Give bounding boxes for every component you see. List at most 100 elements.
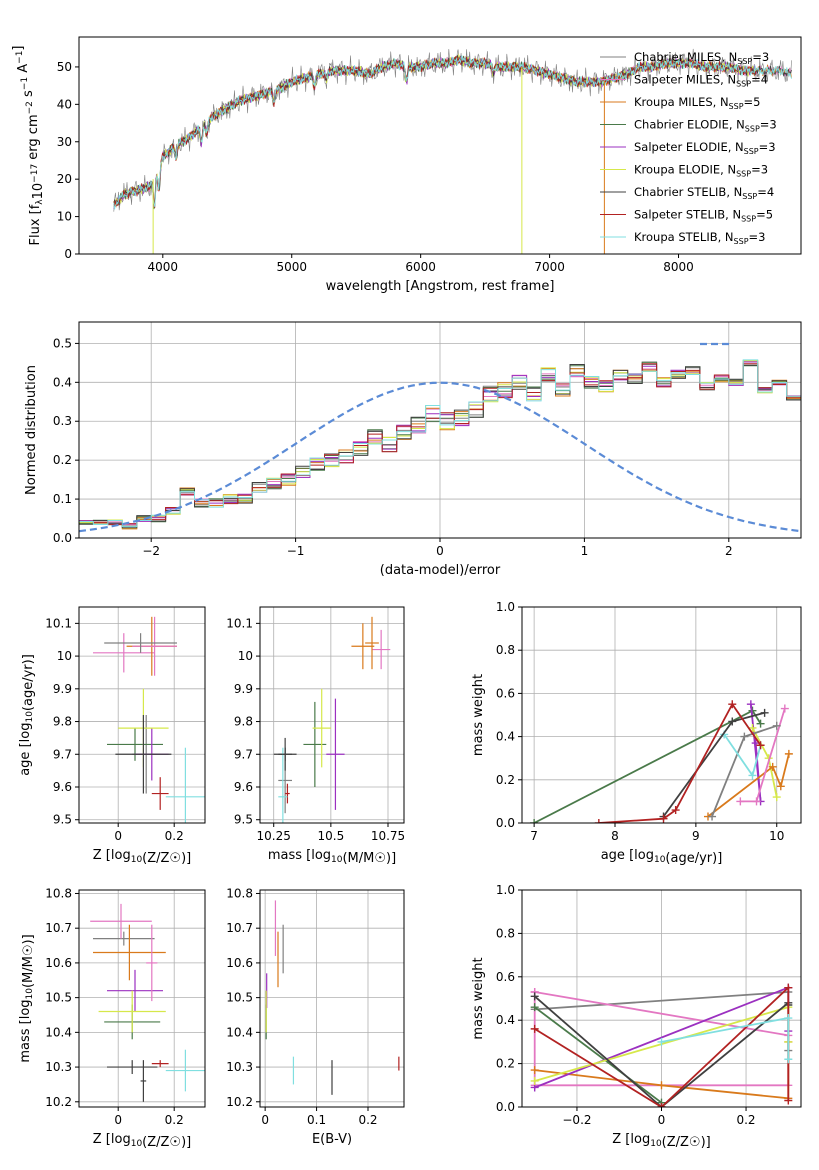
weight-marker	[594, 819, 603, 823]
y-tick-label: 0.0	[53, 531, 72, 545]
y-tick-label: 0.4	[496, 1013, 515, 1027]
legend-entry: Chabrier MILES, NSSP=3	[634, 50, 769, 66]
weight-marker	[728, 717, 737, 726]
chart-age_vs_mass: 10.25 10.5 10.75 9.5 9.6 9.7 9.8 9.9 10 10.1 mass …	[226, 606, 405, 866]
weight-marker	[530, 1024, 539, 1033]
y-tick-label: 10	[57, 649, 72, 663]
weight-marker	[772, 721, 781, 730]
chart-mass_vs_Z: 0 0.2 10.2 10.3 10.4 10.5 10.6 10.7 10.8 Z [log10…	[18, 886, 206, 1150]
x-tick-label: 10.25	[257, 829, 291, 843]
legend-entry: Kroupa MILES, NSSP=5	[634, 95, 760, 111]
chart-spectrum: 4000 5000 6000 7000 8000 0 10 20 30 40 50 wavelengt…	[11, 36, 802, 294]
y-tick-label: 0.2	[496, 1057, 515, 1071]
y-tick-label: 0.4	[496, 730, 515, 744]
legend-entry: Kroupa ELODIE, NSSP=3	[634, 163, 768, 179]
plot-area	[273, 616, 391, 823]
y-tick-label: 10.7	[226, 921, 253, 935]
weight-marker	[657, 1103, 666, 1107]
y-tick-label: 0.8	[496, 643, 515, 657]
legend: Chabrier MILES, NSSP=3 Salpeter MILES, NS…	[600, 50, 777, 246]
x-tick-label: 0.2	[165, 829, 184, 843]
x-axis-label: mass [log10(M/M☉)]	[268, 848, 396, 866]
histogram-step	[79, 361, 801, 538]
weight-marker	[776, 782, 785, 791]
y-tick-label: 9.9	[53, 682, 72, 696]
weight-marker	[756, 719, 765, 728]
y-tick-label: 0.0	[496, 816, 515, 830]
axes-frame	[78, 889, 206, 1108]
histogram-step	[79, 361, 801, 538]
y-tick-label: 10.6	[45, 956, 72, 970]
y-tick-label: 0.2	[496, 773, 515, 787]
weight-marker	[530, 1066, 539, 1075]
weight-marker	[784, 749, 793, 758]
y-tick-label: 20	[57, 172, 72, 186]
legend-entry: Salpeter STELIB, NSSP=5	[634, 208, 773, 224]
spectrum-line	[113, 55, 792, 210]
y-axis-label: mass weight	[471, 957, 486, 1039]
x-tick-label: 0.2	[736, 1113, 755, 1127]
y-tick-label: 0.6	[496, 686, 515, 700]
histogram-step	[79, 359, 801, 538]
weight-marker	[746, 700, 755, 709]
x-axis-label: Z [log10(Z/Z☉)]	[93, 1132, 191, 1150]
plot-area	[113, 48, 792, 254]
y-axis-label: Flux [fλ10−17 erg cm−2 s−1 A−1]	[11, 45, 46, 245]
weight-marker	[736, 797, 745, 806]
x-axis-label: E(B-V)	[312, 1132, 352, 1147]
legend-entry: Salpeter ELODIE, NSSP=3	[634, 140, 776, 156]
weight-marker	[784, 983, 793, 992]
y-tick-label: 10.4	[45, 1025, 72, 1039]
chart-weight_vs_age: 7 8 9 10 0.0 0.2 0.4 0.6 0.8 1.0 age [log10(age/yr…	[471, 600, 802, 866]
x-tick-label: 0	[114, 1113, 122, 1127]
y-axis-label: mass [log10(M/M☉)]	[18, 934, 36, 1062]
weight-marker	[784, 1055, 793, 1064]
weight-marker	[752, 797, 761, 806]
weight-marker	[780, 704, 789, 713]
x-tick-label: 10.75	[371, 829, 405, 843]
y-tick-label: 10.1	[45, 616, 72, 630]
legend-entry: Chabrier ELODIE, NSSP=3	[634, 118, 777, 134]
x-axis-label: wavelength [Angstrom, rest frame]	[326, 279, 555, 294]
y-tick-label: 50	[57, 60, 72, 74]
weight-line	[534, 1006, 663, 1104]
x-axis-label: Z [log10(Z/Z☉)]	[612, 1132, 710, 1150]
y-tick-label: 10	[238, 649, 253, 663]
weight-marker	[530, 819, 539, 823]
legend-entry: Salpeter MILES, NSSP=4	[634, 73, 768, 89]
x-tick-label: 0	[436, 544, 444, 558]
y-tick-label: 0.1	[53, 492, 72, 506]
weight-marker	[784, 1014, 793, 1023]
y-tick-label: 0.6	[496, 970, 515, 984]
x-axis-label: age [log10(age/yr)]	[601, 848, 723, 866]
histogram-step	[79, 363, 801, 538]
weight-marker	[772, 793, 781, 802]
weight-marker	[748, 771, 757, 780]
y-tick-label: 10.1	[226, 616, 253, 630]
x-axis-label: Z [log10(Z/Z☉)]	[93, 848, 191, 866]
y-tick-label: 1.0	[496, 883, 515, 897]
axes-frame	[259, 889, 405, 1108]
plot-area	[79, 359, 801, 538]
y-tick-label: 9.5	[53, 813, 72, 827]
y-tick-label: 0.3	[53, 414, 72, 428]
x-tick-label: 8	[611, 829, 619, 843]
x-tick-label: 0.1	[307, 1113, 326, 1127]
x-axis-label: (data-model)/error	[380, 563, 501, 578]
weight-marker	[530, 1076, 539, 1085]
weight-marker	[657, 1081, 666, 1090]
weight-line	[533, 709, 762, 823]
y-tick-label: 9.8	[234, 715, 253, 729]
y-tick-label: 9.5	[234, 813, 253, 827]
y-tick-label: 0.2	[53, 453, 72, 467]
y-tick-label: 10.7	[45, 921, 72, 935]
chart-mass_vs_ebv: 0 0.1 0.2 10.2 10.3 10.4 10.5 10.6 10.7 10.8 E(B-V…	[226, 886, 405, 1147]
weight-marker	[708, 812, 717, 821]
y-tick-label: 9.6	[234, 780, 253, 794]
x-tick-label: 9	[692, 829, 700, 843]
chart-residual_histogram: −2 −1 0 1 2 0.0 0.1 0.2 0.3 0.4 0.5 (data-model)/er…	[24, 321, 802, 578]
y-tick-label: 10.8	[226, 886, 253, 900]
y-tick-label: 1.0	[496, 600, 515, 614]
y-tick-label: 0.0	[496, 1100, 515, 1114]
